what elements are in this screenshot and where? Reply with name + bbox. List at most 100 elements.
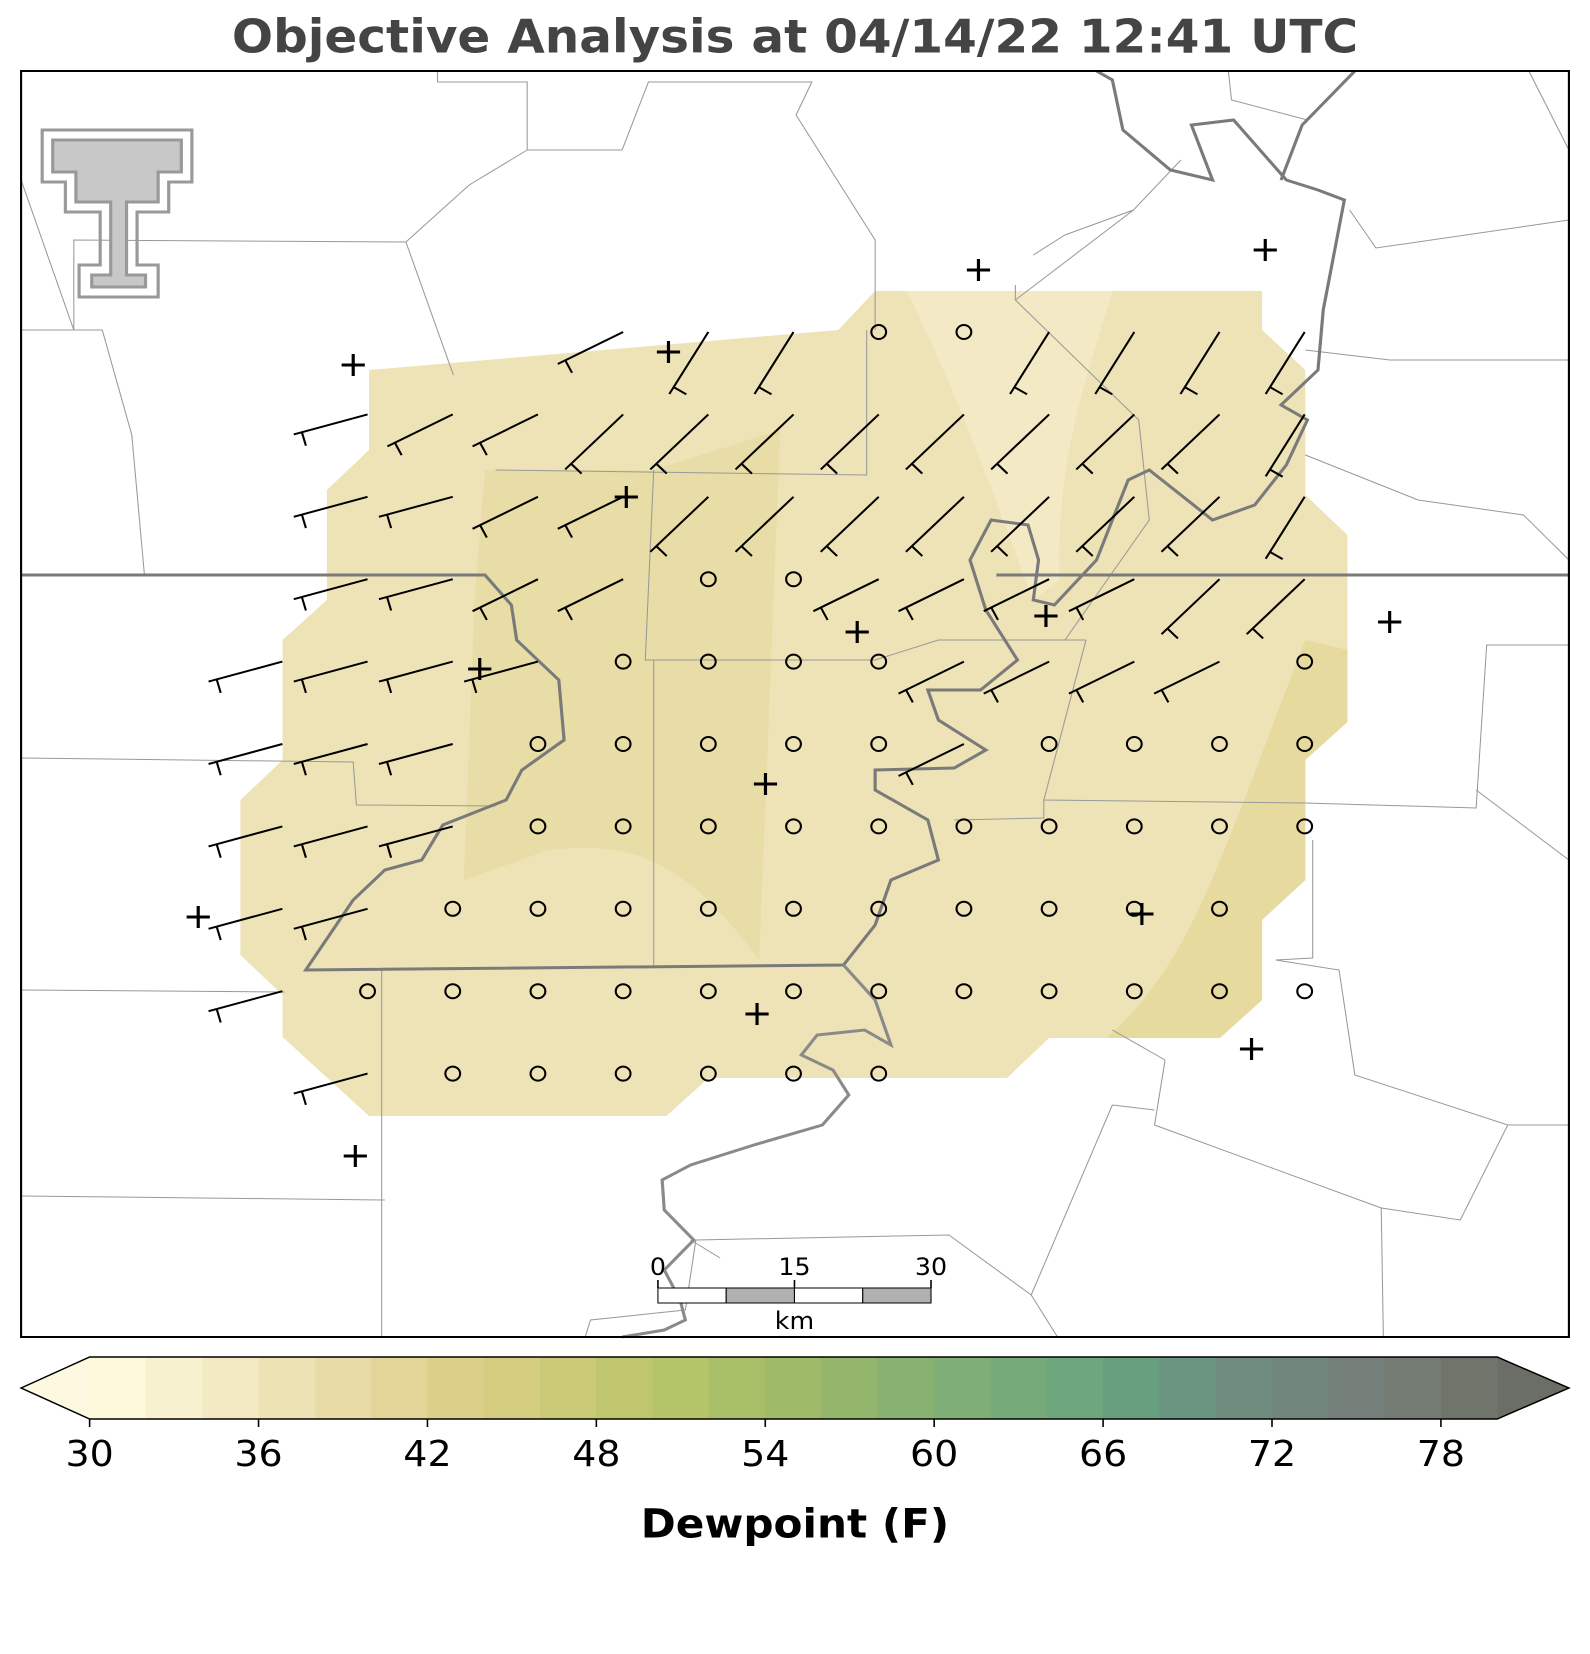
colorbar-tick-label: 48 — [572, 1433, 620, 1475]
calm-station — [699, 983, 717, 1000]
station-cross — [468, 658, 492, 680]
calm-station — [785, 900, 802, 917]
calm-station — [955, 983, 973, 1000]
calm-station — [870, 736, 888, 752]
calm-station — [1211, 736, 1228, 752]
calm-station — [785, 736, 802, 752]
calm-station — [1296, 983, 1314, 1000]
wind-barb — [208, 907, 283, 941]
calm-station — [614, 1065, 632, 1082]
scale-bar: 0 15 30 km — [650, 1252, 947, 1334]
colorbar-bin — [1046, 1357, 1104, 1419]
colorbar-tick-label: 42 — [403, 1433, 451, 1475]
wind-barb — [983, 660, 1050, 703]
wind-barb — [1264, 413, 1306, 478]
station-cross — [845, 621, 869, 643]
scale-segment — [793, 1287, 864, 1304]
station-cross — [745, 1003, 769, 1025]
wind-barb — [898, 660, 965, 703]
calm-station — [529, 983, 547, 1000]
title: Objective Analysis at 04/14/22 12:41 UTC — [232, 11, 1358, 65]
colorbar: 30 36 42 48 54 60 66 72 78 — [19, 1356, 1571, 1475]
wind-barb — [1075, 496, 1136, 557]
colorbar-bin — [1272, 1357, 1329, 1419]
calm-station — [785, 818, 802, 835]
wind-barb — [734, 413, 795, 475]
wind-barb — [1153, 660, 1220, 703]
calm-station — [870, 818, 888, 835]
calm-station — [444, 983, 462, 1000]
colorbar-bin — [934, 1357, 992, 1419]
wind-barb — [649, 413, 710, 475]
wind-barb — [293, 413, 368, 446]
colorbar-tick-label: 66 — [1079, 1433, 1127, 1475]
calm-station — [870, 653, 888, 670]
colorbar-bin — [371, 1357, 428, 1419]
logo — [40, 128, 194, 299]
colorbar-over — [1497, 1357, 1569, 1419]
colorbar-bin — [258, 1357, 316, 1419]
wind-barb — [557, 331, 624, 374]
colorbar-bin — [765, 1357, 823, 1419]
wind-barb — [557, 495, 624, 539]
calm-station — [614, 818, 632, 835]
calm-station — [614, 900, 632, 917]
calm-station — [785, 571, 802, 588]
wind-barb — [983, 578, 1050, 621]
colorbar-bin — [427, 1357, 485, 1419]
colorbar-bin — [1440, 1357, 1498, 1419]
wind-barb — [990, 413, 1050, 475]
scale-segment — [862, 1287, 932, 1304]
station-cross — [614, 486, 638, 508]
colorbar-tick-label: 36 — [234, 1433, 282, 1475]
colorbar-bin — [877, 1357, 935, 1419]
calm-station — [955, 818, 973, 835]
wind-barb — [1160, 496, 1221, 557]
wind-barb — [819, 496, 880, 557]
calm-station — [870, 983, 888, 1000]
calm-station — [1125, 818, 1143, 835]
wind-barb — [378, 825, 454, 858]
scale-segment — [725, 1287, 795, 1304]
frame — [20, 70, 1570, 1338]
station-cross — [1253, 239, 1277, 261]
wind-barb — [386, 413, 454, 456]
wind-barb — [293, 907, 368, 941]
calm-station — [699, 1065, 717, 1082]
colorbar-under — [21, 1357, 90, 1419]
colorbar-bin — [1328, 1357, 1386, 1419]
colorbar-tick-label: 60 — [910, 1433, 958, 1475]
wind-barb — [293, 578, 368, 611]
colorbar-tick-label: 54 — [741, 1433, 789, 1475]
wind-barb — [293, 495, 368, 529]
calm-station — [1040, 736, 1058, 752]
calm-station — [1296, 653, 1314, 670]
wind-barb — [378, 743, 454, 776]
wind-barb — [293, 660, 368, 694]
colorbar-label: Dewpoint (F) — [641, 1501, 949, 1548]
calm-station — [1040, 900, 1058, 917]
calm-station — [529, 900, 547, 917]
colorbar-bin — [483, 1357, 541, 1419]
wind-barb — [1009, 331, 1051, 396]
scale-unit: km — [775, 1306, 814, 1334]
calm-station — [955, 324, 973, 340]
colorbar-bin — [1103, 1357, 1160, 1419]
station-cross — [341, 354, 365, 376]
wind-barb — [1160, 578, 1221, 640]
stations — [186, 239, 1402, 1167]
calm-station — [699, 571, 717, 588]
wind-barb — [378, 660, 454, 694]
wind-barb — [1094, 331, 1136, 396]
wind-barb — [649, 496, 710, 557]
station-cross — [1378, 611, 1402, 633]
wind-barb — [905, 413, 965, 475]
wind-barb — [293, 743, 368, 776]
wind-barb — [819, 413, 880, 475]
colorbar-bin — [652, 1357, 710, 1419]
calm-station — [785, 1065, 802, 1082]
calm-station — [1040, 818, 1058, 835]
wind-barb — [564, 413, 624, 475]
scale-segment — [657, 1287, 727, 1304]
